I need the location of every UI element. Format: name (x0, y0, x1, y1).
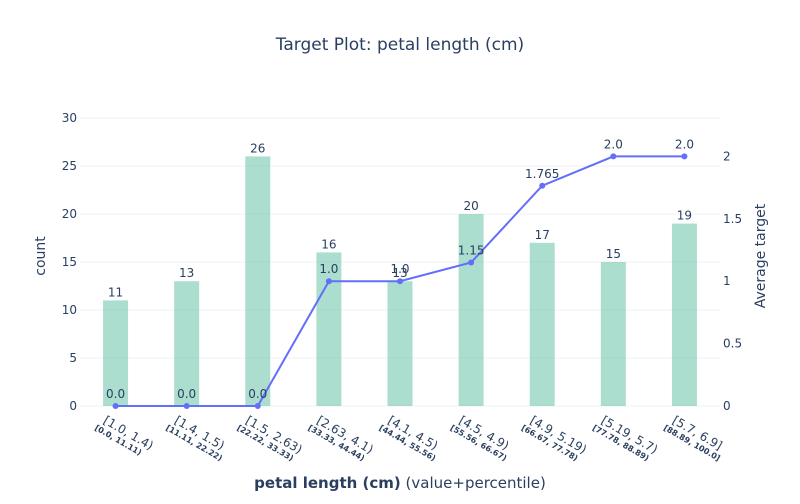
line-value-labels: 0.0 0.0 0.0 1.0 1.0 1.15 1.765 2.0 2.0 (106, 137, 694, 401)
bar-value-label: 15 (606, 247, 621, 261)
y-axis-label-right: Average target (753, 203, 769, 308)
y-axis-label-left: count (33, 236, 49, 276)
x-tick-label: [1.5, 2.63)[22.22, 33.33) (235, 413, 304, 463)
bar (671, 223, 697, 406)
x-axis-ticks: [1.0, 1.4)[0.0, 11.11) [1.4, 1.5)[11.11, … (93, 413, 725, 463)
bar (316, 252, 342, 406)
bar (600, 262, 626, 406)
y-tick-label-left: 25 (62, 159, 77, 173)
bar-value-label: 13 (179, 266, 194, 280)
x-tick-label: [2.63, 4.1)[33.33, 44.44) (306, 413, 375, 463)
bar (387, 281, 413, 406)
line-point (397, 278, 403, 285)
line-point (539, 182, 546, 189)
line-value-label: 0.0 (248, 387, 267, 401)
x-tick-label: [1.4, 1.5)[11.11, 22.22) (164, 413, 227, 463)
line-point (183, 403, 190, 409)
right-axis-ticks: 0 0.5 1 1.5 2 (723, 149, 742, 413)
x-tick-label: [4.1, 4.5)[44.44, 55.56) (378, 413, 441, 463)
x-tick-label: [5.19, 5.7)[77.78, 88.89) (591, 413, 660, 463)
bar-value-label: 26 (250, 141, 265, 155)
y-tick-label-right: 0.5 (723, 337, 742, 351)
bar (245, 156, 271, 406)
left-axis-ticks: 0 5 10 15 20 25 30 (62, 111, 77, 413)
y-tick-label-right: 1.5 (723, 212, 742, 226)
line-point (610, 153, 617, 160)
x-tick-label: [4.9, 5.19)[66.67, 77.78) (520, 413, 589, 463)
bar-value-labels: 11 13 26 16 13 20 17 15 19 (108, 141, 692, 299)
line-value-label: 1.765 (525, 167, 559, 181)
bar (103, 300, 129, 406)
y-tick-label-right: 2 (723, 149, 731, 163)
bar-value-label: 16 (321, 237, 336, 251)
y-tick-label-left: 20 (62, 207, 77, 221)
bar-series (103, 156, 697, 406)
line-value-label: 2.0 (604, 137, 623, 151)
y-tick-label-left: 0 (69, 399, 77, 413)
y-tick-label-right: 0 (723, 399, 731, 413)
x-tick-label: [1.0, 1.4)[0.0, 11.11) (93, 413, 156, 457)
line-value-label: 2.0 (675, 137, 694, 151)
bar (458, 214, 484, 406)
line-value-label: 1.0 (390, 262, 409, 276)
line-value-label: 0.0 (106, 387, 125, 401)
x-axis-label-rest: (value+percentile) (401, 474, 546, 492)
y-tick-label-left: 15 (62, 255, 77, 269)
y-tick-label-left: 5 (69, 351, 77, 365)
line-point (254, 403, 261, 409)
line-series (112, 153, 688, 409)
x-axis-label: petal length (cm) (value+percentile) (254, 474, 546, 492)
y-tick-label-right: 1 (723, 274, 731, 288)
line-point (325, 278, 332, 285)
line-point (468, 259, 475, 266)
line-point (681, 153, 688, 160)
bar-value-label: 11 (108, 285, 123, 299)
x-tick-label: [5.7, 6.9][88.89, 100.0] (662, 413, 725, 463)
bar-value-label: 19 (677, 209, 692, 223)
line-point (112, 403, 119, 409)
bar-value-label: 20 (463, 199, 478, 213)
y-tick-label-left: 30 (62, 111, 77, 125)
bar (529, 242, 555, 406)
x-axis-label-bold: petal length (cm) (254, 474, 401, 492)
line-value-label: 1.15 (458, 243, 485, 257)
bar-value-label: 13 (392, 266, 407, 280)
bar-value-label: 17 (535, 228, 550, 242)
bar (174, 281, 200, 406)
y-tick-label-left: 10 (62, 303, 77, 317)
x-tick-label: [4.5, 4.9)[55.56, 66.67) (449, 413, 512, 463)
line-value-label: 1.0 (319, 262, 338, 276)
chart-title: Target Plot: petal length (cm) (275, 35, 524, 55)
line-value-label: 0.0 (177, 387, 196, 401)
